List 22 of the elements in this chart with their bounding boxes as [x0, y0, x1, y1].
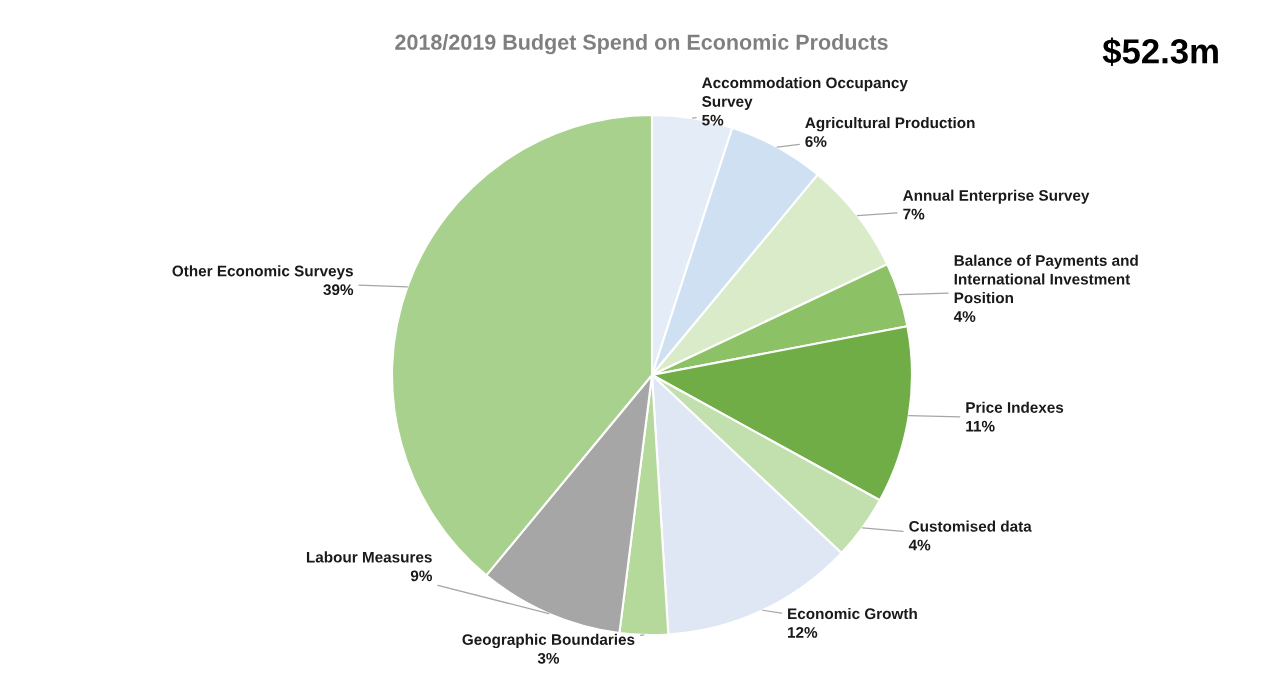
slice-label: Agricultural Production — [805, 117, 975, 132]
text: $52.3m — [1102, 37, 1218, 66]
slice-label: Accommodation Occupancy Survey — [702, 77, 908, 110]
data-label: 4% — [908, 539, 931, 551]
data-label: 3% — [537, 652, 560, 664]
data-label: 6% — [805, 136, 827, 147]
data-label: 4% — [953, 311, 976, 322]
data-label: 9% — [410, 570, 433, 582]
data-label: 7% — [903, 208, 925, 220]
slice-label: Geographic Boundaries — [462, 633, 635, 649]
slice-label: Price Indexes — [966, 401, 1064, 413]
slice-label: Labour Measures — [306, 551, 432, 563]
slice-label: Annual Enterprise Survey — [903, 189, 1090, 204]
slice-label: Balance of Payments and International Investment Position — [954, 254, 1138, 304]
data-label: 5% — [702, 114, 724, 126]
chart-title: 2018/2019 Budget Spend on Economic Products — [395, 34, 888, 55]
slice-label: Economic Growth — [788, 607, 917, 620]
data-label: 11% — [966, 420, 995, 432]
data-label: 39% — [323, 284, 354, 296]
data-label: 12% — [788, 626, 818, 638]
slice-label: Other Economic Surveys — [172, 265, 353, 280]
slice-label: Customised data — [909, 520, 1032, 532]
